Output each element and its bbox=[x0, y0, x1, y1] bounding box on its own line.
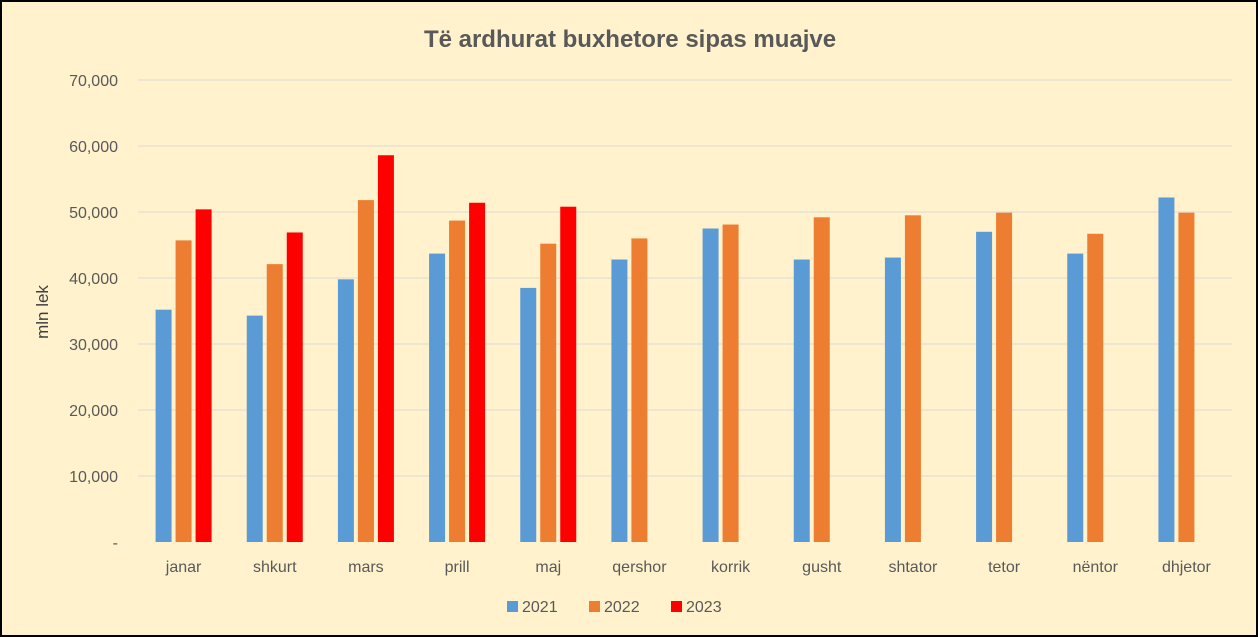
y-tick-label: 70,000 bbox=[69, 73, 118, 90]
legend-swatch-2023 bbox=[671, 601, 682, 612]
bar-2021-korrik bbox=[702, 228, 719, 542]
legend-label: 2023 bbox=[686, 599, 722, 616]
legend-swatch-2021 bbox=[507, 601, 518, 612]
bars bbox=[155, 155, 1195, 543]
legend-label: 2022 bbox=[604, 599, 640, 616]
bar-2021-maj bbox=[520, 287, 537, 542]
bar-2022-prill bbox=[449, 220, 466, 542]
bar-2021-mars bbox=[337, 279, 354, 542]
bar-2021-shtator bbox=[884, 257, 901, 542]
x-tick-label: janar bbox=[165, 559, 202, 576]
legend-swatch-2022 bbox=[589, 601, 600, 612]
bar-2022-korrik bbox=[722, 224, 739, 543]
bar-2021-janar bbox=[155, 309, 172, 542]
bar-2022-nëntor bbox=[1087, 233, 1104, 542]
bar-2021-qershor bbox=[611, 259, 628, 542]
y-tick-label: 60,000 bbox=[69, 139, 118, 156]
y-axis-ticks: - 10,000 20,000 30,000 40,000 50,000 60,000 70,… bbox=[69, 73, 118, 552]
x-tick-label: nëntor bbox=[1073, 559, 1119, 576]
y-tick-label: 40,000 bbox=[69, 271, 118, 288]
bar-2021-nëntor bbox=[1067, 253, 1084, 542]
bar-2022-shkurt bbox=[266, 264, 283, 542]
bar-2021-tetor bbox=[976, 231, 993, 543]
y-tick-label: 50,000 bbox=[69, 205, 118, 222]
bar-2023-maj bbox=[560, 206, 577, 542]
bar-2021-shkurt bbox=[246, 315, 263, 542]
x-tick-label: dhjetor bbox=[1162, 559, 1212, 576]
x-tick-label: maj bbox=[535, 559, 561, 576]
bar-2023-janar bbox=[195, 209, 212, 543]
bar-2021-prill bbox=[429, 253, 446, 542]
legend-label: 2021 bbox=[522, 599, 558, 616]
legend: 2021 2022 2023 bbox=[507, 599, 722, 616]
bar-2022-janar bbox=[175, 240, 192, 542]
x-tick-label: shtator bbox=[888, 559, 938, 576]
x-tick-label: qershor bbox=[612, 559, 667, 576]
x-tick-label: shkurt bbox=[253, 559, 297, 576]
x-axis-ticks: janar shkurt mars prill maj qershor korrik gush… bbox=[165, 559, 1212, 576]
y-tick-label: 10,000 bbox=[69, 469, 118, 486]
x-tick-label: tetor bbox=[988, 559, 1021, 576]
x-tick-label: prill bbox=[445, 559, 470, 576]
x-tick-label: korrik bbox=[711, 559, 751, 576]
chart-title: Të ardhurat buxhetore sipas muajve bbox=[424, 26, 836, 53]
bar-2022-shtator bbox=[904, 215, 921, 543]
bar-2023-shkurt bbox=[286, 232, 303, 542]
bar-2021-dhjetor bbox=[1158, 197, 1175, 543]
bar-2021-gusht bbox=[793, 259, 810, 542]
bar-2022-tetor bbox=[996, 212, 1013, 542]
x-tick-label: mars bbox=[348, 559, 384, 576]
x-tick-label: gusht bbox=[802, 559, 842, 576]
y-axis-label: mln lek bbox=[33, 285, 52, 339]
y-tick-label: 30,000 bbox=[69, 337, 118, 354]
y-tick-label: - bbox=[113, 535, 118, 552]
bar-2022-maj bbox=[540, 243, 557, 542]
gridlines bbox=[138, 79, 1232, 477]
bar-2023-mars bbox=[377, 155, 394, 543]
bar-2022-qershor bbox=[631, 238, 648, 542]
bar-2022-mars bbox=[357, 200, 374, 542]
bar-2022-dhjetor bbox=[1178, 212, 1195, 542]
y-tick-label: 20,000 bbox=[69, 403, 118, 420]
bar-2023-prill bbox=[469, 202, 486, 542]
bar-2022-gusht bbox=[813, 217, 830, 542]
